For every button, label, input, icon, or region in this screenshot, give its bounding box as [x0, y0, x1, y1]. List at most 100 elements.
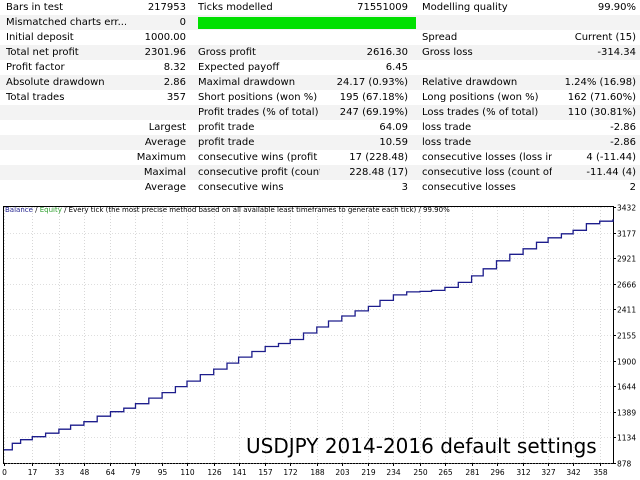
x-tick-label: 64 — [106, 468, 116, 477]
report-value: Current (15) — [574, 32, 636, 43]
report-label: consecutive losses — [422, 182, 516, 193]
report-label: consecutive loss (count of... — [422, 167, 552, 178]
report-value: 0 — [179, 17, 186, 28]
report-row: Absolute drawdown 2.86 Maximal drawdown 24.… — [0, 75, 640, 90]
x-tick-label: 265 — [438, 468, 453, 477]
report-value: 99.90% — [597, 2, 636, 13]
x-tick-label: 312 — [516, 468, 531, 477]
report-value: Average — [144, 182, 186, 193]
report-value: 357 — [166, 92, 186, 103]
x-tick-label: 342 — [566, 468, 581, 477]
report-label: consecutive profit (count ... — [198, 167, 320, 178]
x-tick-label: 234 — [386, 468, 401, 477]
y-tick-label: 2411 — [617, 306, 636, 315]
report-value: 71551009 — [357, 2, 408, 13]
report-value: 4 (-11.44) — [586, 152, 636, 163]
report-label: consecutive wins (profit in... — [198, 152, 320, 163]
report-label: Mismatched charts err... — [6, 17, 126, 28]
y-tick-label: 3432 — [617, 204, 636, 213]
report-label: consecutive wins — [198, 182, 284, 193]
y-tick-label: 1134 — [617, 434, 636, 443]
report-label: Modelling quality — [422, 2, 508, 13]
x-tick-label: 250 — [413, 468, 428, 477]
y-tick-label: 878 — [617, 460, 632, 469]
grid — [4, 207, 613, 464]
report-label: Expected payoff — [198, 62, 280, 73]
report-value: 10.59 — [379, 137, 408, 148]
series-line-balance — [4, 219, 614, 451]
report-label: Profit factor — [6, 62, 65, 73]
report-label: consecutive losses (loss in ... — [422, 152, 552, 163]
modelling-quality-bar — [198, 17, 416, 29]
x-tick-label: 188 — [310, 468, 325, 477]
legend-text: Balance / Equity / Every tick (the most … — [5, 206, 450, 214]
x-tick-label: 157 — [258, 468, 273, 477]
legend-sep: / — [33, 206, 40, 214]
balance-chart: 878 1134 1389 1644 1900 2155 2411 2666 2921 3177 3… — [0, 198, 640, 480]
report-label: Maximal drawdown — [198, 77, 296, 88]
report-value: 1000.00 — [144, 32, 186, 43]
report-label: Loss trades (% of total) — [422, 107, 539, 118]
report-label: Total trades — [6, 92, 65, 103]
x-tick-label: 358 — [593, 468, 608, 477]
x-tick-label: 0 — [2, 468, 7, 477]
report-table: Bars in test 217953 Ticks modelled 71551009… — [0, 0, 640, 198]
report-value: 17 (228.48) — [349, 152, 408, 163]
x-tick-label: 296 — [490, 468, 505, 477]
report-value: Maximal — [143, 167, 186, 178]
y-tick-label: 2921 — [617, 255, 636, 264]
report-value: -11.44 (4) — [586, 167, 636, 178]
report-label: Gross profit — [198, 47, 256, 58]
report-label: profit trade — [198, 122, 255, 133]
legend-balance: Balance — [5, 206, 33, 214]
x-tick-label: 126 — [207, 468, 222, 477]
report-row: Total net profit 2301.96 Gross profit 2616.… — [0, 45, 640, 60]
report-value: 110 (30.81%) — [567, 107, 636, 118]
report-value: 6.45 — [385, 62, 408, 73]
y-tick-label: 1644 — [617, 383, 636, 392]
report-row: Mismatched charts err... 0 — [0, 15, 640, 30]
report-label: loss trade — [422, 122, 472, 133]
plot-frame — [3, 206, 614, 464]
report-label: Profit trades (% of total) — [198, 107, 319, 118]
x-tick-label: 95 — [158, 468, 168, 477]
x-tick-label: 141 — [232, 468, 247, 477]
report-label: Ticks modelled — [198, 2, 273, 13]
report-value: -2.86 — [610, 137, 636, 148]
report-value: 3 — [401, 182, 408, 193]
report-label: Bars in test — [6, 2, 63, 13]
x-tick-label: 48 — [80, 468, 90, 477]
report-label: Initial deposit — [6, 32, 74, 43]
report-label: Short positions (won %) — [198, 92, 318, 103]
report-value: 2616.30 — [366, 47, 408, 58]
report-value: Maximum — [136, 152, 186, 163]
report-label: Long positions (won %) — [422, 92, 539, 103]
report-row: Maximum consecutive wins (profit in... 17 … — [0, 150, 640, 165]
x-axis-ticks: 0 17 33 48 64 79 95 110 126 141 157 172 188 203 219 234… — [2, 463, 608, 477]
series-layer — [4, 219, 614, 451]
chart-annotation: USDJPY 2014-2016 default settings — [246, 434, 597, 458]
legend-equity: Equity — [40, 206, 62, 214]
report-row: Largest profit trade 64.09 loss trade -2.86 — [0, 120, 640, 135]
report-value: 228.48 (17) — [349, 167, 408, 178]
report-row: Initial deposit 1000.00 Spread Current (15) — [0, 30, 640, 45]
report-label: Total net profit — [6, 47, 79, 58]
report-row: Average consecutive wins 3 consecutive loss… — [0, 180, 640, 195]
x-tick-label: 17 — [28, 468, 38, 477]
report-value: -314.34 — [597, 47, 636, 58]
y-tick-label: 2666 — [617, 281, 636, 290]
report-label: Relative drawdown — [422, 77, 518, 88]
x-tick-label: 33 — [55, 468, 65, 477]
y-tick-label: 1389 — [617, 409, 636, 418]
chart-svg: 878 1134 1389 1644 1900 2155 2411 2666 2921 3177 3… — [2, 204, 636, 478]
report-value: 64.09 — [379, 122, 408, 133]
report-value: 217953 — [147, 2, 186, 13]
report-row: Bars in test 217953 Ticks modelled 71551009… — [0, 0, 640, 15]
report-value: 8.32 — [163, 62, 186, 73]
report-label: Absolute drawdown — [6, 77, 105, 88]
report-label: Spread — [422, 32, 458, 43]
report-value: 195 (67.18%) — [339, 92, 408, 103]
report-label: loss trade — [422, 137, 472, 148]
report-row: Profit factor 8.32 Expected payoff 6.45 — [0, 60, 640, 75]
report-value: 162 (71.60%) — [567, 92, 636, 103]
